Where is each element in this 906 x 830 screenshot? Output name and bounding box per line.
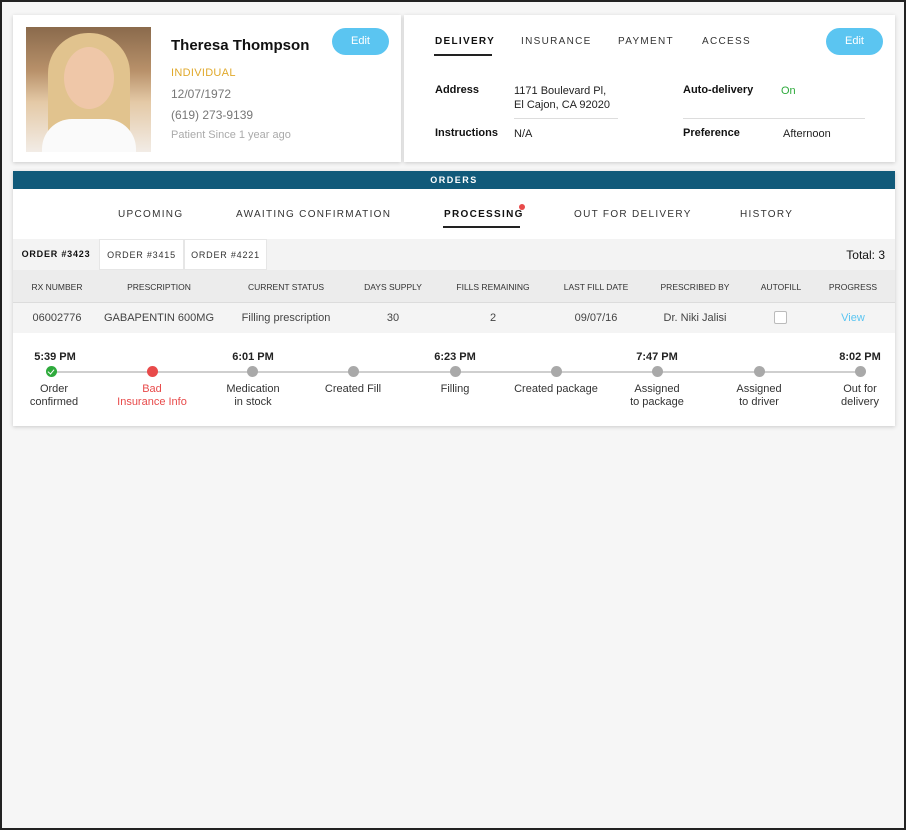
notification-dot — [519, 204, 525, 210]
active-tab-indicator — [434, 54, 492, 56]
divider — [514, 118, 618, 119]
current-status: Filling prescription — [241, 312, 331, 324]
step-dot — [450, 366, 461, 377]
step-label: Created package — [514, 383, 598, 395]
patient-card: Theresa Thompson INDIVIDUAL 12/07/1972 (… — [13, 15, 401, 162]
step-dot — [754, 366, 765, 377]
active-tab-indicator — [443, 226, 520, 228]
patient-since: Patient Since 1 year ago — [171, 129, 291, 141]
tab-access[interactable]: ACCESS — [702, 36, 751, 47]
order-total: Total: 3 — [846, 248, 885, 262]
progress-view-link[interactable]: View — [841, 312, 865, 324]
patient-dob: 12/07/1972 — [171, 87, 232, 101]
step-error-dot — [147, 366, 158, 377]
last-fill-date: 09/07/16 — [574, 312, 618, 324]
step-dot — [855, 366, 866, 377]
tab-upcoming[interactable]: UPCOMING — [118, 209, 184, 220]
tab-payment[interactable]: PAYMENT — [618, 36, 674, 47]
step-label: Out for delivery — [841, 383, 879, 408]
table-header: RX NUMBER PRESCRIPTION CURRENT STATUS DA… — [13, 270, 895, 303]
address-line1: 1171 Boulevard Pl, — [514, 85, 607, 97]
column-header: RX NUMBER — [31, 282, 83, 292]
auto-delivery-label: Auto-delivery — [683, 84, 754, 96]
edit-patient-button[interactable]: Edit — [332, 28, 389, 55]
address-line2: El Cajon, CA 92020 — [514, 99, 611, 111]
step-dot — [348, 366, 359, 377]
divider — [683, 118, 865, 119]
step-dot — [247, 366, 258, 377]
step-label: Bad Insurance Info — [117, 383, 187, 408]
order-tab-3423[interactable]: ORDER #3423 — [21, 249, 91, 259]
patient-type: INDIVIDUAL — [171, 67, 236, 79]
orders-header: ORDERS — [13, 171, 895, 189]
patient-name: Theresa Thompson — [171, 37, 310, 54]
column-header: LAST FILL DATE — [563, 282, 629, 292]
step-label: Medication in stock — [226, 383, 280, 408]
step-label: Assigned to package — [630, 383, 684, 408]
column-header: PRESCRIPTION — [127, 282, 191, 292]
order-tab-4221[interactable]: ORDER #4221 — [184, 239, 267, 270]
column-header: FILLS REMAINING — [456, 282, 530, 292]
tab-processing[interactable]: PROCESSING — [444, 209, 524, 220]
prescription: GABAPENTIN 600MG — [103, 312, 215, 324]
rx-number: 06002776 — [32, 312, 82, 324]
patient-photo — [26, 27, 151, 152]
column-header: AUTOFILL — [760, 282, 802, 292]
check-icon — [46, 366, 57, 377]
autofill-checkbox[interactable] — [774, 311, 787, 324]
address-label: Address — [435, 84, 480, 96]
delivery-card: DELIVERY INSURANCE PAYMENT ACCESS Edit A… — [404, 15, 895, 162]
step-dot — [551, 366, 562, 377]
preference-value: Afternoon — [783, 128, 831, 140]
step-time: 7:47 PM — [636, 351, 678, 363]
orders-panel: ORDERS UPCOMING AWAITING CONFIRMATION PR… — [13, 171, 895, 426]
patient-phone: (619) 273-9139 — [171, 108, 254, 122]
fills-remaining: 2 — [489, 312, 497, 324]
step-time: 5:39 PM — [34, 351, 76, 363]
step-time: 6:01 PM — [232, 351, 274, 363]
column-header: PROGRESS — [828, 282, 878, 292]
order-tab-3415[interactable]: ORDER #3415 — [99, 239, 184, 270]
table-row: 06002776 GABAPENTIN 600MG Filling prescr… — [13, 303, 895, 333]
tab-history[interactable]: HISTORY — [740, 209, 794, 220]
auto-delivery-value: On — [781, 85, 796, 97]
prescribed-by: Dr. Niki Jalisi — [663, 312, 727, 324]
column-header: CURRENT STATUS — [247, 282, 325, 292]
step-dot — [652, 366, 663, 377]
tab-insurance[interactable]: INSURANCE — [521, 36, 592, 47]
step-time: 6:23 PM — [434, 351, 476, 363]
preference-label: Preference — [683, 127, 740, 139]
step-label: Assigned to driver — [736, 383, 782, 408]
step-time: 8:02 PM — [839, 351, 881, 363]
tab-delivery[interactable]: DELIVERY — [435, 36, 496, 47]
column-header: DAYS SUPPLY — [364, 282, 422, 292]
days-supply: 30 — [386, 312, 400, 324]
instructions-value: N/A — [514, 128, 533, 140]
tab-awaiting-confirmation[interactable]: AWAITING CONFIRMATION — [236, 209, 392, 220]
column-header: PRESCRIBED BY — [660, 282, 730, 292]
step-label: Created Fill — [324, 383, 382, 395]
step-label: Order confirmed — [29, 383, 79, 408]
instructions-label: Instructions — [435, 127, 498, 139]
order-tabs-strip: ORDER #3423 ORDER #3415 ORDER #4221 Tota… — [13, 239, 895, 270]
edit-delivery-button[interactable]: Edit — [826, 28, 883, 55]
step-label: Filling — [440, 383, 470, 395]
tab-out-for-delivery[interactable]: OUT FOR DELIVERY — [574, 209, 692, 220]
